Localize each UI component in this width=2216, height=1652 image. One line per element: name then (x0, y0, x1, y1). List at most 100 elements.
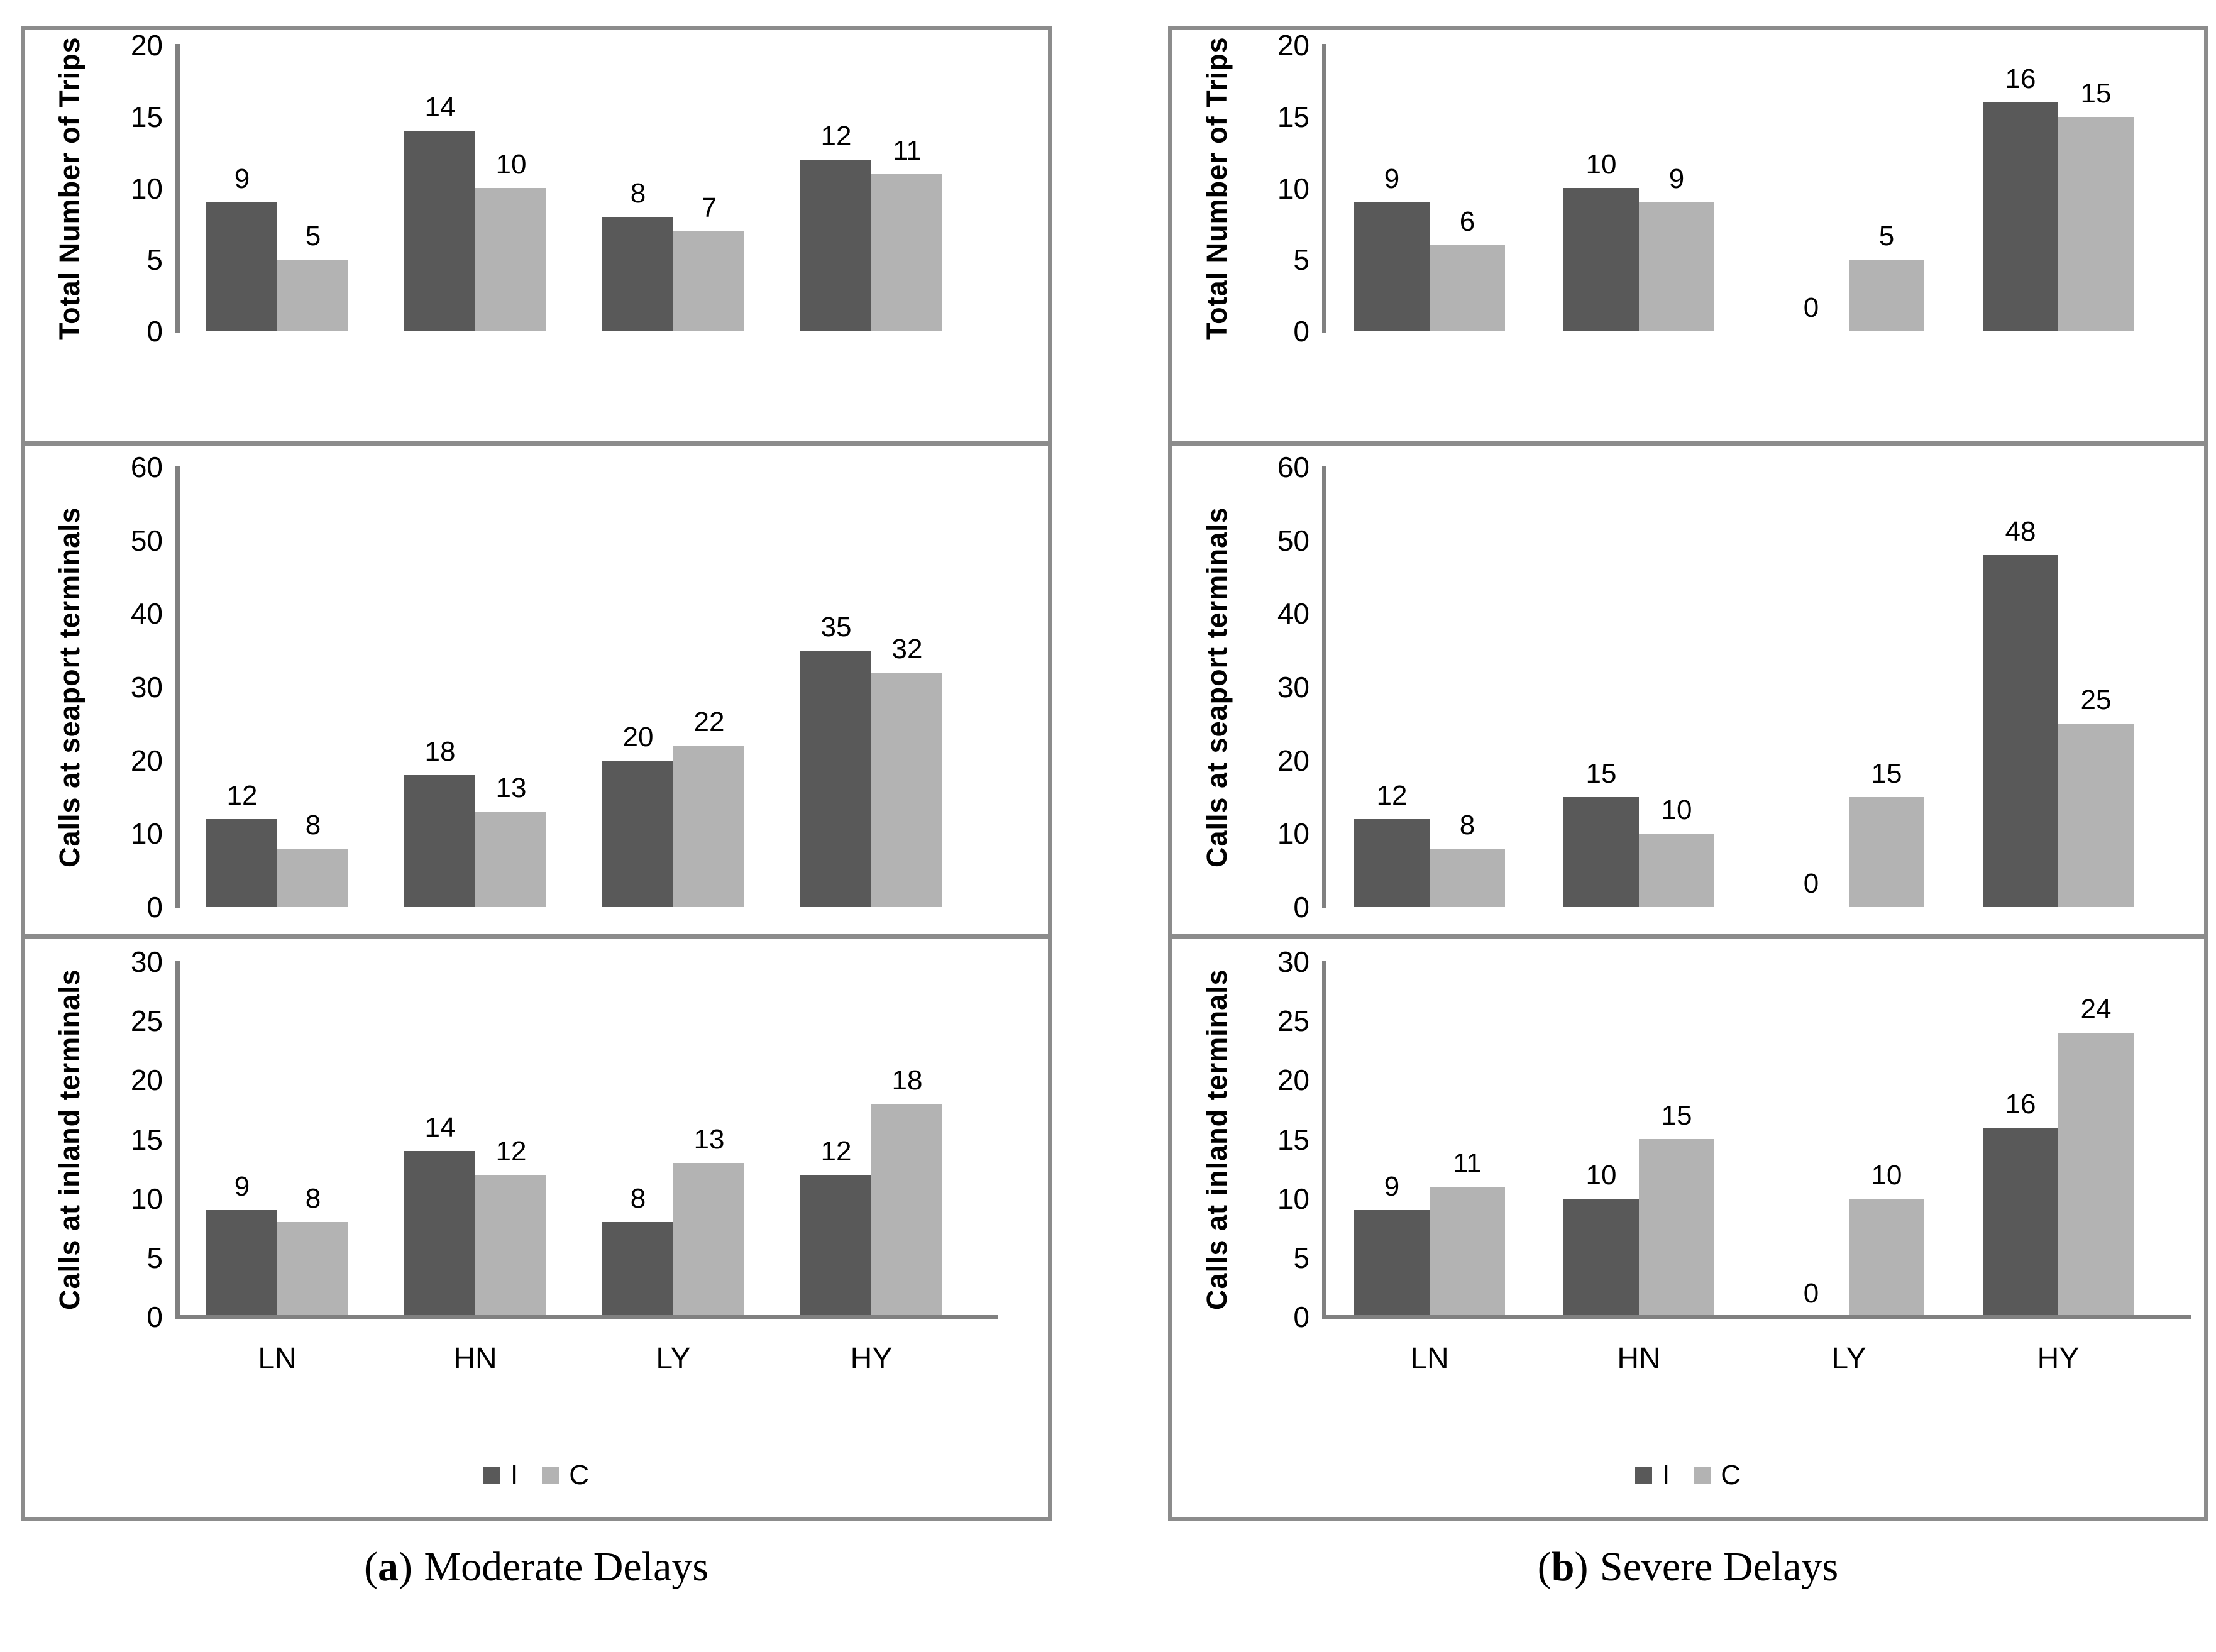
bar-value-label: 7 (701, 192, 717, 223)
bar-C-LN (1430, 849, 1505, 907)
bar-value-label: 20 (622, 722, 654, 752)
bar-value-label: 12 (495, 1136, 527, 1167)
plot-area: 0 5 10 15 20 25 30 9 11 LN 10 15 HN 0 10 LY 16 24 HY (1277, 947, 2191, 1375)
bar-value-label: 18 (424, 736, 456, 767)
y-tick-label: 20 (1277, 1064, 1309, 1096)
bar-C-HY (871, 174, 942, 331)
plot-area: 0 5 10 15 20 25 30 9 8 LN 14 12 HN 8 13 LY 12 18 HY (131, 947, 998, 1375)
legend-item-I: I (483, 1462, 518, 1489)
bar-value-label: 12 (820, 121, 852, 151)
bar-I-LN (206, 819, 277, 907)
bar-C-LN (277, 260, 348, 331)
bar-C-LY (673, 231, 744, 331)
y-axis-line (175, 961, 180, 1318)
plot-area: 0 10 20 30 40 50 60 12 8 15 10 0 15 48 25 (1277, 452, 2163, 922)
bar-C-LY (673, 746, 744, 907)
y-tick-label: 25 (130, 1005, 163, 1037)
bar-C-HY (2058, 724, 2134, 907)
bar-C-HN (475, 1175, 546, 1317)
bar-I-LY (602, 217, 673, 331)
bar-value-label: 14 (424, 92, 456, 123)
bar-value-label: 10 (1661, 795, 1692, 825)
x-category-label: LN (258, 1342, 297, 1375)
bar-I-HY (800, 160, 871, 331)
chart-panel-moderate-total-trips: Total Number of Trips 0 5 10 15 20 9 5 14 10 8 7 12 1… (25, 30, 1048, 441)
bar-value-label: 8 (305, 1183, 321, 1214)
x-axis-line (175, 1315, 998, 1319)
bar-value-label: 48 (2005, 516, 2036, 547)
caption-moderate-delays: (a) Moderate Delays (21, 1543, 1052, 1591)
bar-value-label: 6 (1459, 206, 1475, 237)
legend-swatch-I (483, 1467, 500, 1484)
bar-value-label: 15 (2080, 78, 2112, 109)
bar-C-HN (1639, 1139, 1714, 1317)
chart-panel-severe-total-trips: Total Number of Trips 0 5 10 15 20 9 6 10 9 0 5 16 15 (1172, 30, 2204, 441)
y-tick-label: 15 (1277, 101, 1309, 133)
bar-I-HN (1563, 797, 1639, 907)
bar-C-LN (1430, 245, 1505, 331)
bar-value-label: 22 (693, 707, 725, 737)
bar-value-label: 8 (1459, 810, 1475, 840)
bar-value-label: 12 (226, 780, 258, 811)
y-tick-label: 0 (1293, 891, 1309, 923)
bar-value-label: 25 (2080, 685, 2112, 715)
caption-title: Severe Delays (1599, 1544, 1839, 1590)
column-severe-delays: Total Number of Trips 0 5 10 15 20 9 6 10 9 0 5 16 15… (1168, 26, 2208, 1521)
bar-value-label: 24 (2080, 994, 2112, 1025)
bar-value-label: 10 (1585, 1160, 1617, 1191)
chart-panel-moderate-inland-calls: Calls at inland terminals 0 5 10 15 20 25 30 9 8 L… (25, 939, 1048, 1517)
bar-value-label: 11 (1453, 1148, 1482, 1179)
x-category-label: HY (2037, 1342, 2080, 1375)
bar-I-LY (602, 761, 673, 907)
x-category-label: LN (1410, 1342, 1449, 1375)
panel-divider (25, 441, 1048, 446)
bar-I-HY (800, 1175, 871, 1317)
bar-value-label: 14 (424, 1112, 456, 1143)
bar-C-HY (871, 1104, 942, 1317)
bar-C-LN (277, 849, 348, 907)
caption-title: Moderate Delays (424, 1544, 709, 1590)
bar-I-HN (404, 775, 475, 907)
bar-value-label: 10 (1871, 1160, 1902, 1191)
y-tick-label: 10 (1277, 172, 1309, 205)
caption-paren-close: ) (398, 1544, 412, 1590)
bar-I-HN (404, 131, 475, 331)
bar-I-LN (206, 1210, 277, 1317)
chart-panel-severe-inland-calls: Calls at inland terminals 0 5 10 15 20 25 30 9 11… (1172, 939, 2204, 1517)
y-axis-line (1322, 466, 1326, 908)
bar-value-label: 5 (1878, 221, 1895, 251)
bar-C-LY (1849, 260, 1924, 331)
bar-value-label: 9 (234, 1171, 250, 1202)
bar-value-label: 9 (1384, 1171, 1400, 1202)
bar-value-label: 32 (891, 634, 923, 664)
y-axis-line (175, 466, 180, 908)
y-tick-label: 10 (130, 172, 163, 205)
legend-swatch-I (1634, 1467, 1652, 1484)
y-tick-label: 0 (146, 891, 163, 923)
x-category-label: HN (453, 1342, 497, 1375)
bar-I-LN (1354, 202, 1430, 331)
bar-value-label: 5 (305, 221, 321, 251)
plot-area: 0 10 20 30 40 50 60 12 8 18 13 20 22 35 32 (131, 452, 970, 922)
column-moderate-delays: Total Number of Trips 0 5 10 15 20 9 5 14 10 8 7 12 1… (21, 26, 1052, 1521)
bar-C-HN (1639, 202, 1714, 331)
y-tick-label: 20 (130, 29, 163, 62)
y-tick-label: 50 (130, 524, 163, 557)
bar-I-LN (1354, 1210, 1430, 1317)
bar-value-label: 9 (234, 163, 250, 194)
y-tick-label: 5 (146, 1242, 163, 1274)
y-tick-label: 10 (130, 1182, 163, 1215)
y-tick-label: 30 (130, 945, 163, 978)
bar-I-HN (1563, 188, 1639, 331)
y-tick-label: 40 (1277, 597, 1309, 630)
bar-value-label: 0 (1803, 292, 1819, 323)
y-tick-label: 60 (130, 451, 163, 483)
bar-I-HY (1983, 555, 2058, 907)
bar-value-label: 16 (2005, 1089, 2036, 1120)
bar-I-HY (1983, 1128, 2058, 1317)
bar-value-label: 18 (891, 1065, 923, 1096)
y-tick-label: 0 (1293, 1301, 1309, 1333)
